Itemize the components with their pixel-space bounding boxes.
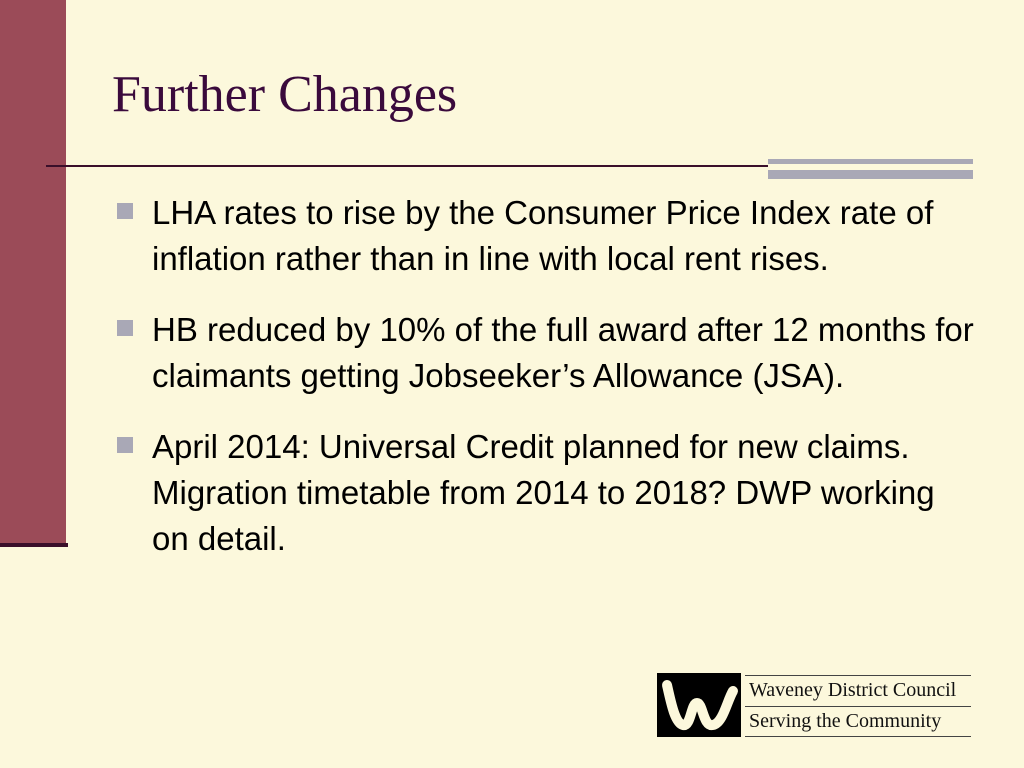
- divider-accent-bottom: [768, 170, 973, 179]
- logo-rule-middle: [745, 706, 971, 707]
- slide-title: Further Changes: [112, 66, 458, 123]
- left-bar-underline: [0, 543, 68, 547]
- square-bullet-icon: [117, 437, 133, 453]
- bullet-text: LHA rates to rise by the Consumer Price …: [152, 194, 934, 277]
- bullet-item: HB reduced by 10% of the full award afte…: [117, 307, 977, 399]
- square-bullet-icon: [117, 320, 133, 336]
- logo-rule-bottom: [745, 736, 971, 737]
- bullet-text: April 2014: Universal Credit planned for…: [152, 428, 935, 557]
- council-tagline: Serving the Community: [749, 710, 942, 732]
- bullet-text: HB reduced by 10% of the full award afte…: [152, 311, 974, 394]
- bullet-item: LHA rates to rise by the Consumer Price …: [117, 190, 977, 282]
- logo-rule-top: [745, 675, 971, 676]
- bullet-list: LHA rates to rise by the Consumer Price …: [117, 190, 977, 587]
- title-divider: [46, 165, 768, 167]
- council-logo: Waveney District Council Serving the Com…: [657, 673, 973, 739]
- bullet-item: April 2014: Universal Credit planned for…: [117, 424, 977, 562]
- divider-accent-top: [768, 159, 973, 164]
- square-bullet-icon: [117, 203, 133, 219]
- wave-logo-icon: [657, 673, 741, 737]
- council-name: Waveney District Council: [749, 679, 957, 701]
- left-accent-bar: [0, 0, 66, 546]
